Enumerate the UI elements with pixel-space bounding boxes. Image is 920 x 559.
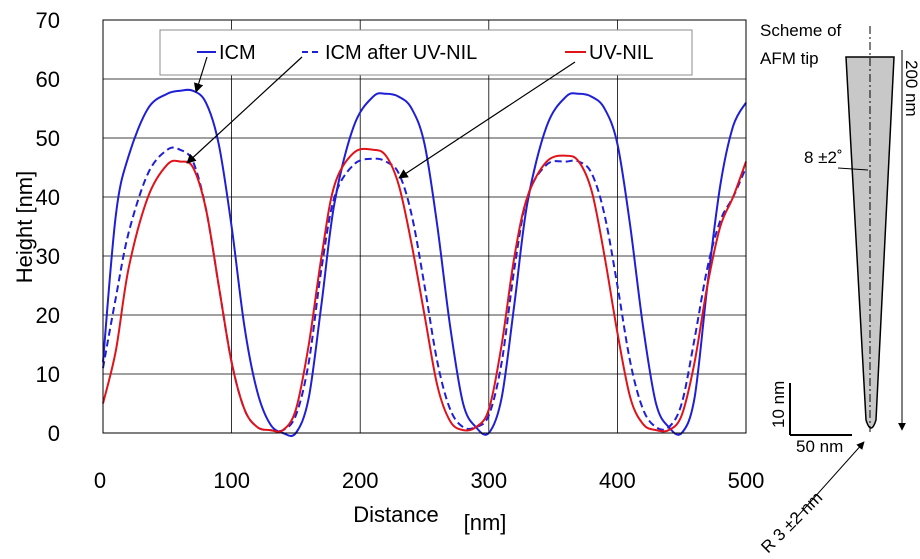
x-tick-label: 200 [342, 468, 379, 493]
x-tick-label: 400 [599, 468, 636, 493]
x-tick-label: 0 [94, 468, 106, 493]
legend-label-icm: ICM [219, 42, 256, 64]
y-tick-label: 30 [36, 244, 60, 269]
y-tick-label: 0 [48, 421, 60, 446]
afm-tip-scheme: Scheme of AFM tip 8 ±2˚ 200 nm 10 nm 50 … [757, 21, 920, 557]
angle-pointer [837, 167, 869, 171]
x-tick-label: 500 [728, 468, 765, 493]
plot-frame [102, 19, 747, 434]
y-tick-label: 60 [36, 67, 60, 92]
y-tick-label: 70 [36, 8, 60, 33]
scale-horizontal-label: 50 nm [796, 437, 843, 456]
x-tick-label: 300 [470, 468, 507, 493]
legend-label-uv-nil: UV-NIL [589, 42, 653, 64]
tip-length-label: 200 nm [902, 60, 920, 117]
scale-vertical-label: 10 nm [769, 381, 788, 428]
y-tick-label: 50 [36, 126, 60, 151]
scheme-title-line1: Scheme of [760, 21, 842, 40]
x-tick-labels: 0 100 200 300 400 500 [94, 468, 764, 493]
x-axis-title: Distance [353, 502, 439, 527]
series-icm-line [102, 88, 747, 437]
arrow-icm [194, 56, 208, 93]
tip-radius-label: R 3 ±2 nm [757, 488, 826, 557]
scheme-title-line2: AFM tip [760, 49, 819, 68]
y-tick-label: 40 [36, 185, 60, 210]
x-axis-unit: [nm] [464, 510, 507, 535]
arrow-icm-after [186, 56, 303, 164]
y-tick-label: 10 [36, 362, 60, 387]
y-tick-labels: 0 10 20 30 40 50 60 70 [36, 8, 60, 446]
y-axis-title: Height [nm] [12, 171, 37, 284]
tip-angle-label: 8 ±2˚ [804, 148, 843, 167]
y-tick-label: 20 [36, 303, 60, 328]
arrow-uv-nil [398, 61, 576, 179]
legend-box [159, 29, 693, 76]
legend-label-icm-after: ICM after UV-NIL [325, 42, 477, 64]
legend: ICM ICM after UV-NIL UV-NIL [159, 29, 693, 76]
afm-tip-shape [845, 56, 895, 429]
series-layer [102, 88, 747, 437]
tip-radius-pointer [795, 441, 865, 519]
x-tick-label: 100 [213, 468, 250, 493]
series-uv-nil-line [102, 147, 747, 433]
